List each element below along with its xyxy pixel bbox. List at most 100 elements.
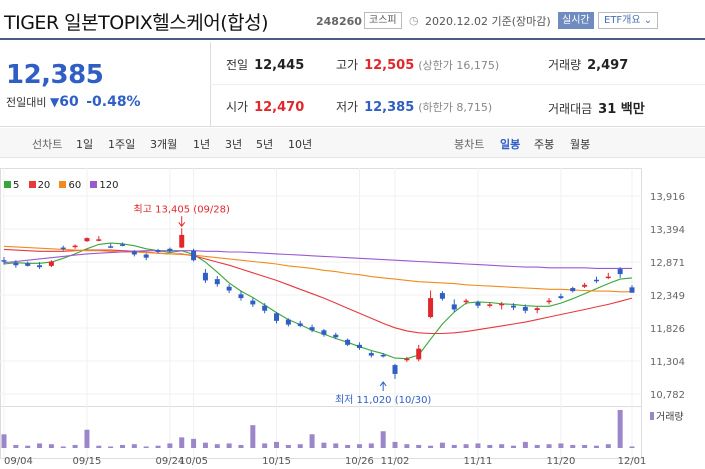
volume-bar	[250, 425, 256, 448]
annotations: 최고 13,405 (09/28) 최저 11,020 (10/30)	[134, 203, 432, 406]
change-percent: -0.48%	[86, 94, 141, 110]
candle	[285, 319, 291, 325]
change-label: 전일대비	[6, 96, 47, 109]
x-tick-label: 11/02	[381, 456, 410, 467]
volume-bar	[285, 444, 291, 448]
candle	[570, 287, 576, 292]
candle	[392, 365, 398, 374]
candle	[428, 298, 434, 318]
volume-bar	[131, 444, 137, 448]
volume-bar	[297, 444, 303, 448]
volume-bar	[451, 444, 457, 448]
etf-name: TIGER 일본TOPIX헬스케어(합성)	[4, 12, 268, 34]
low-arrow-icon	[379, 381, 387, 391]
volume-bar	[179, 437, 185, 448]
tab-1w[interactable]: 1주일	[108, 138, 136, 151]
candle	[72, 245, 78, 248]
open-label: 시가	[226, 100, 249, 114]
candle	[333, 334, 339, 338]
volume: 거래량 2,497	[548, 56, 628, 73]
candle	[593, 279, 599, 282]
tab-10y[interactable]: 10년	[288, 138, 313, 151]
etf-info-dropdown[interactable]: ETF개요 ⌄	[598, 12, 659, 29]
x-tick-label: 11/20	[546, 456, 575, 467]
volume-bar	[333, 443, 339, 448]
candlestick-chart: 거래량 13,916 13,394 12,871 12,349 11,826 11,304…	[0, 168, 685, 467]
clock-icon: ◷	[409, 14, 419, 27]
day-low: 저가 12,385 (하한가 8,715)	[336, 98, 492, 115]
tab-weekly[interactable]: 주봉	[534, 138, 555, 151]
y-tick-label: 10,782	[650, 390, 685, 401]
volume-bar	[499, 444, 505, 448]
tab-5y[interactable]: 5년	[256, 138, 274, 151]
high-annotation: 최고 13,405 (09/28)	[134, 203, 230, 215]
upper-limit: (상한가 16,175)	[418, 59, 500, 72]
volume-bars: 거래량	[1, 410, 684, 448]
candle	[463, 300, 469, 303]
volume-bar	[593, 445, 599, 448]
prev-close-label: 전일	[226, 58, 249, 72]
market-badge: 코스피	[364, 12, 402, 29]
candle	[439, 293, 445, 299]
open-price: 시가 12,470	[226, 98, 304, 115]
volume-bar	[60, 446, 66, 448]
tab-3m[interactable]: 3개월	[150, 138, 178, 151]
prev-close: 전일 12,445	[226, 56, 304, 73]
moving-average-lines	[3, 242, 633, 360]
tab-1d[interactable]: 1일	[76, 138, 94, 151]
candle-chart-label: 봉차트	[454, 138, 485, 151]
volume-bar	[96, 445, 102, 448]
candle	[404, 358, 410, 361]
tab-daily[interactable]: 일봉	[500, 138, 521, 151]
volume-bar	[368, 443, 374, 448]
day-high-label: 고가	[336, 58, 359, 72]
candle	[309, 327, 315, 331]
volume-bar	[558, 443, 564, 448]
x-tick-label: 09/24	[155, 456, 184, 467]
volume-bar	[167, 443, 173, 448]
candle	[274, 313, 280, 321]
legend-ma60-label: 60	[68, 180, 82, 191]
volume-bar	[226, 443, 232, 448]
volume-value: 2,497	[587, 58, 629, 73]
volume-bar	[605, 444, 611, 448]
legend-ma5[interactable]: 5	[4, 180, 19, 191]
chart-legend: 5 20 60 120	[4, 180, 125, 191]
realtime-button[interactable]: 실시간	[558, 12, 594, 29]
volume-bar	[546, 444, 552, 448]
candle	[368, 353, 374, 356]
period-tabs: 선차트 1일 1주일 3개월 1년 3년 5년 10년 봉차트 일봉 주봉 월봉	[0, 128, 705, 158]
volume-bar	[48, 444, 54, 448]
candle	[522, 306, 528, 311]
candle	[155, 250, 161, 252]
x-tick-label: 09/04	[4, 456, 33, 467]
volume-bar	[191, 438, 197, 448]
x-tick-label: 12/01	[618, 456, 647, 467]
volume-bar	[534, 444, 540, 448]
x-tick-label: 11/11	[464, 456, 493, 467]
candle	[262, 305, 268, 311]
volume-bar	[262, 443, 268, 448]
candle	[60, 247, 66, 250]
price-change: 전일대비 ▼60 -0.48%	[6, 94, 141, 110]
volume-bar	[119, 444, 125, 448]
y-tick-label: 12,871	[650, 258, 685, 269]
volume-bar	[356, 444, 362, 448]
legend-ma120[interactable]: 120	[90, 180, 119, 191]
candle	[534, 308, 540, 311]
volume-bar	[511, 445, 517, 448]
tab-3y[interactable]: 3년	[225, 138, 243, 151]
y-tick-label: 13,394	[650, 225, 685, 236]
high-arrow-icon	[178, 216, 186, 228]
day-low-label: 저가	[336, 100, 359, 114]
volume-bar	[25, 445, 31, 448]
legend-ma60[interactable]: 60	[59, 180, 81, 191]
volume-bar	[428, 445, 434, 448]
volume-bar	[416, 444, 422, 448]
legend-ma20[interactable]: 20	[28, 180, 50, 191]
tab-1y[interactable]: 1년	[193, 138, 211, 151]
tab-monthly[interactable]: 월봉	[570, 138, 591, 151]
ma120-line	[3, 250, 632, 269]
candle	[84, 238, 90, 242]
candle	[37, 265, 43, 268]
